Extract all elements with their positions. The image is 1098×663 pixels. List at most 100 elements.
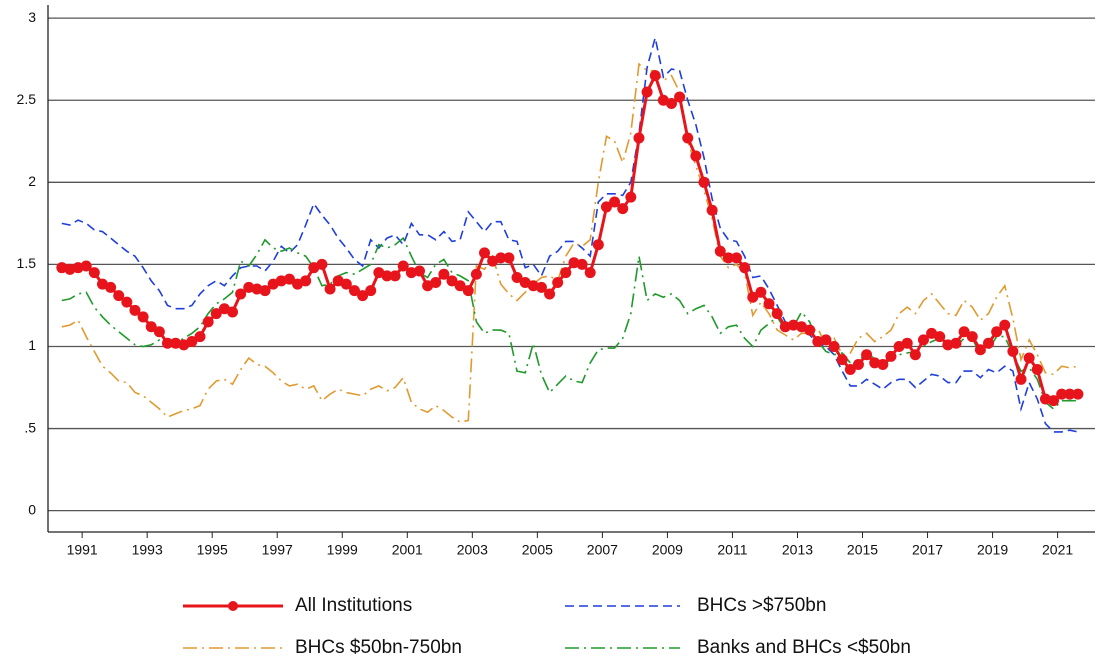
point xyxy=(901,337,913,349)
point xyxy=(1056,388,1068,400)
legend-label: Banks and BHCs <$50bn xyxy=(697,637,911,658)
point xyxy=(227,306,239,318)
point xyxy=(861,349,873,361)
y-tick-label: 3 xyxy=(28,9,36,25)
point xyxy=(462,285,474,297)
point xyxy=(137,311,149,323)
point xyxy=(852,359,864,371)
point xyxy=(999,319,1011,331)
point xyxy=(917,334,929,346)
point xyxy=(503,252,515,264)
point xyxy=(454,280,466,292)
point xyxy=(609,196,621,208)
point xyxy=(804,324,816,336)
point xyxy=(820,334,832,346)
y-tick-label: .5 xyxy=(24,419,36,435)
x-tick-label: 2019 xyxy=(977,542,1008,558)
point xyxy=(625,191,637,203)
series-line xyxy=(61,71,1078,403)
point xyxy=(698,176,710,188)
point xyxy=(991,326,1003,338)
point xyxy=(706,204,718,216)
point xyxy=(584,267,596,279)
point xyxy=(194,331,206,343)
point xyxy=(1007,345,1019,357)
point xyxy=(438,268,450,280)
point xyxy=(470,268,482,280)
point xyxy=(129,304,141,316)
point xyxy=(747,291,759,303)
x-tick-label: 1997 xyxy=(262,542,293,558)
point xyxy=(576,258,588,270)
point xyxy=(836,354,848,366)
point xyxy=(446,275,458,287)
x-tick-label: 1995 xyxy=(197,542,228,558)
point xyxy=(690,150,702,162)
y-tick-label: 0 xyxy=(28,501,36,517)
legend-label: BHCs >$750bn xyxy=(697,595,826,616)
point xyxy=(210,308,222,320)
point xyxy=(674,91,686,103)
point xyxy=(324,283,336,295)
x-tick-label: 2001 xyxy=(392,542,423,558)
point xyxy=(88,267,100,279)
point xyxy=(714,245,726,257)
point xyxy=(357,290,369,302)
point xyxy=(161,337,173,349)
x-tick-label: 2003 xyxy=(457,542,488,558)
point xyxy=(592,239,604,251)
legend-label: BHCs $50bn-750bn xyxy=(295,637,462,658)
point xyxy=(186,336,198,348)
point xyxy=(731,252,743,264)
y-tick-label: 1 xyxy=(28,337,36,353)
x-tick-label: 2021 xyxy=(1042,542,1073,558)
point xyxy=(153,326,165,338)
point xyxy=(617,203,629,215)
point xyxy=(739,262,751,274)
point xyxy=(105,281,117,293)
x-tick-label: 2015 xyxy=(847,542,878,558)
point xyxy=(665,98,677,110)
point xyxy=(877,359,889,371)
point xyxy=(1064,388,1076,400)
point xyxy=(909,349,921,361)
x-tick-label: 2017 xyxy=(912,542,943,558)
point xyxy=(479,247,491,259)
point xyxy=(1023,352,1035,364)
point xyxy=(1048,395,1060,407)
y-tick-label: 2.5 xyxy=(17,91,37,107)
x-tick-label: 2011 xyxy=(717,542,747,558)
y-tick-label: 2 xyxy=(28,173,36,189)
point xyxy=(1031,363,1043,375)
x-tick-label: 2007 xyxy=(587,542,618,558)
point xyxy=(145,321,157,333)
x-tick-label: 1993 xyxy=(132,542,163,558)
legend-label: All Institutions xyxy=(295,595,412,616)
point xyxy=(283,273,295,285)
point xyxy=(552,276,564,288)
x-tick-label: 1999 xyxy=(327,542,358,558)
point xyxy=(763,298,775,310)
point xyxy=(300,275,312,287)
point xyxy=(844,363,856,375)
x-tick-label: 2009 xyxy=(652,542,683,558)
x-tick-label: 2005 xyxy=(522,542,553,558)
point xyxy=(316,258,328,270)
series-line xyxy=(61,37,1079,433)
point xyxy=(771,308,783,320)
point xyxy=(235,288,247,300)
point xyxy=(641,86,653,98)
point xyxy=(633,132,645,144)
point xyxy=(682,132,694,144)
point xyxy=(381,270,393,282)
series-line xyxy=(61,62,1079,423)
point xyxy=(544,288,556,300)
legend-marker xyxy=(228,601,238,611)
series-line xyxy=(61,236,1078,410)
point xyxy=(1072,388,1084,400)
x-tick-label: 2013 xyxy=(782,542,813,558)
point xyxy=(202,316,214,328)
point xyxy=(340,278,352,290)
point xyxy=(958,326,970,338)
point xyxy=(365,285,377,297)
